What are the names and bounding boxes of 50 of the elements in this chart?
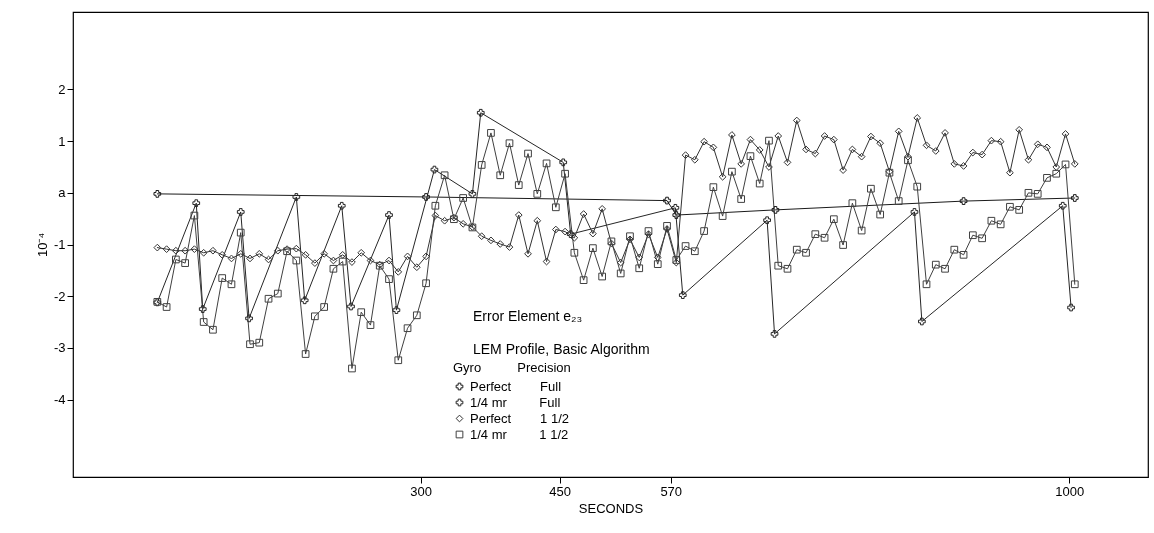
x-tick-label: 1000 [1055, 483, 1085, 499]
legend-label: Perfect 1 1/2 [470, 410, 569, 426]
point [422, 193, 430, 201]
point [559, 158, 568, 167]
point [236, 208, 245, 216]
y-tick-label: -2 [53, 288, 66, 304]
point [153, 190, 162, 198]
point [1067, 303, 1075, 312]
point [663, 196, 671, 205]
y-tick-label: 1 [58, 133, 66, 149]
point [198, 305, 207, 313]
legend-title: Gyro Precision [453, 360, 571, 375]
point [385, 211, 393, 219]
point [245, 314, 253, 323]
legend-label: 1/4 mr Full [470, 394, 561, 410]
point [566, 230, 575, 239]
point [337, 201, 346, 210]
y-tick-label: 2 [58, 82, 66, 97]
point [918, 317, 926, 326]
point [468, 190, 477, 198]
x-tick-label: 570 [660, 483, 683, 499]
point [1070, 194, 1079, 202]
point [763, 216, 771, 225]
point [430, 165, 439, 174]
point [959, 197, 968, 205]
point [910, 208, 919, 216]
point [671, 203, 680, 212]
point [476, 108, 485, 117]
point [771, 206, 780, 214]
point [770, 330, 779, 338]
y-tick-label: -3 [53, 340, 66, 356]
point [292, 193, 301, 201]
point [347, 302, 355, 311]
text: Error Element e₂₃ [473, 308, 583, 324]
x-axis-title: SECONDS [578, 500, 644, 516]
x-tick-label: 300 [410, 483, 432, 499]
y-tick-label: -4 [53, 392, 66, 407]
x-tick-label: 450 [549, 483, 571, 499]
annotation: LEM Profile, Basic Algorithm [473, 341, 650, 357]
point [300, 296, 309, 305]
point [672, 211, 681, 219]
point [1058, 201, 1067, 210]
legend-label: 1/4 mr 1 1/2 [470, 426, 569, 442]
point [192, 199, 201, 208]
y-axis-title: 10⁻⁴ [34, 232, 50, 258]
point [678, 291, 687, 299]
y-tick-label: a [58, 185, 67, 201]
legend-label: Perfect Full [470, 378, 562, 394]
y-tick-label: -1 [53, 237, 66, 252]
point [392, 306, 401, 314]
